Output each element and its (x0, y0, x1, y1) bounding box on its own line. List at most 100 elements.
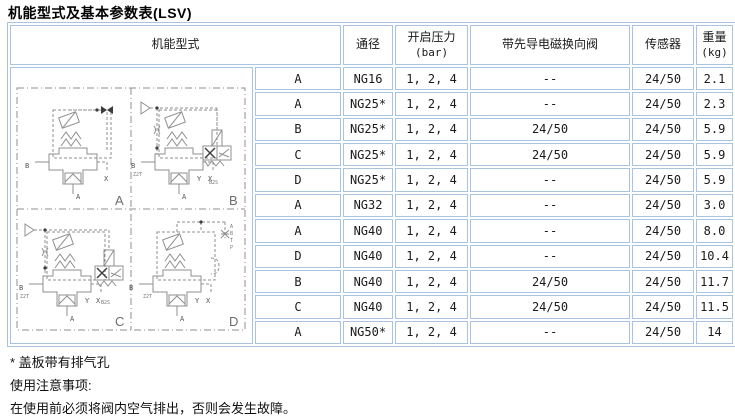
cell-sensor: 24/50 (632, 244, 695, 268)
pilot-valve-tag: B2S (209, 180, 218, 186)
cell-pressure: 1, 2, 4 (395, 92, 469, 116)
header-diameter: 通径 (343, 25, 394, 65)
note-caution-body: 在使用前必须将阀内空气排出，否则会发生故障。 (10, 401, 297, 416)
d-port-a: A (230, 224, 233, 230)
diagram-label-c: C (115, 314, 124, 329)
cell-type: C (255, 143, 342, 167)
port-label-b: B (129, 284, 133, 292)
cell-pilot: -- (470, 92, 631, 116)
cell-weight: 11.7 (696, 269, 734, 294)
cell-pilot: -- (470, 168, 631, 192)
port-label-a: A (180, 315, 185, 323)
cell-diameter: NG50* (343, 320, 394, 344)
diagram-variant-a: B A X A (25, 106, 124, 208)
cell-sensor: 24/50 (632, 219, 695, 243)
cell-type: B (255, 269, 342, 294)
pilot-valve-tag: B2S (101, 300, 110, 306)
cell-sensor: 24/50 (632, 117, 695, 142)
cell-weight: 5.9 (696, 168, 734, 192)
cell-diameter: NG25* (343, 143, 394, 167)
table-row: B NG40 1, 2, 4 24/50 24/50 11.7 (10, 269, 734, 294)
d-port-b: B (230, 231, 233, 237)
diagram-variant-d: A B T P B A Y X Z2T D (129, 220, 238, 329)
port-label-x: X (208, 175, 213, 183)
diagram-label-b: B (229, 193, 238, 208)
cell-pressure: 1, 2, 4 (395, 67, 469, 91)
cell-sensor: 24/50 (632, 193, 695, 218)
cell-diameter: NG25* (343, 92, 394, 116)
table-row: A NG40 1, 2, 4 -- 24/50 8.0 (10, 219, 734, 243)
diagram-label-a: A (115, 193, 124, 208)
footnotes: * 盖板带有排气孔 使用注意事项: 在使用前必须将阀内空气排出，否则会发生故障。 (10, 351, 296, 420)
cell-sensor: 24/50 (632, 168, 695, 192)
cell-pilot: -- (470, 320, 631, 344)
cell-type: D (255, 168, 342, 192)
cell-type: B (255, 117, 342, 142)
cell-type: A (255, 67, 342, 91)
cell-diameter: NG40 (343, 244, 394, 268)
cell-pressure: 1, 2, 4 (395, 193, 469, 218)
cell-pilot: 24/50 (470, 295, 631, 319)
cell-diameter: NG40 (343, 295, 394, 319)
header-row: 机能型式 通径 开启压力 (bar) 带先导电磁换向阀 传感器 重量 (kg) (10, 25, 734, 65)
header-opening-pressure: 开启压力 (bar) (395, 25, 469, 65)
cell-weight: 3.0 (696, 193, 734, 218)
cell-pressure: 1, 2, 4 (395, 117, 469, 142)
port-label-a: A (70, 315, 75, 323)
note-caution-title: 使用注意事项: (10, 378, 92, 393)
table-row: D NG25* 1, 2, 4 -- 24/50 5.9 (10, 168, 734, 192)
cell-pilot: -- (470, 193, 631, 218)
cell-pressure: 1, 2, 4 (395, 143, 469, 167)
cell-sensor: 24/50 (632, 320, 695, 344)
cell-pilot: 24/50 (470, 117, 631, 142)
cell-diameter: NG25* (343, 117, 394, 142)
cell-diameter: NG25* (343, 168, 394, 192)
cell-type: A (255, 92, 342, 116)
port-label-a: A (182, 193, 187, 201)
port-label-y: Y (85, 297, 90, 305)
cell-pilot: -- (470, 219, 631, 243)
cell-type: C (255, 295, 342, 319)
cell-pilot: -- (470, 67, 631, 91)
port-label-b: B (19, 284, 23, 292)
diagram-label-d: D (229, 314, 238, 329)
cell-pilot: -- (470, 244, 631, 268)
table-row: B NG25* 1, 2, 4 24/50 24/50 5.9 (10, 117, 734, 142)
cell-sensor: 24/50 (632, 92, 695, 116)
cell-diameter: NG40 (343, 269, 394, 294)
drain-tag: Z2T (20, 294, 29, 300)
cell-diameter: NG40 (343, 219, 394, 243)
cell-pressure: 1, 2, 4 (395, 219, 469, 243)
table-row: B A X A B2S B A Y (10, 67, 734, 344)
header-pilot-valve: 带先导电磁换向阀 (470, 25, 631, 65)
cell-weight: 11.5 (696, 295, 734, 319)
table-row: D NG40 1, 2, 4 -- 24/50 10.4 (10, 244, 734, 268)
cell-sensor: 24/50 (632, 143, 695, 167)
table-row: A NG25* 1, 2, 4 -- 24/50 2.3 (10, 92, 734, 116)
cell-weight: 2.3 (696, 92, 734, 116)
port-label-x: X (96, 297, 101, 305)
cell-pressure: 1, 2, 4 (395, 295, 469, 319)
d-port-p: P (230, 245, 233, 251)
cell-pressure: 1, 2, 4 (395, 320, 469, 344)
header-opening-pressure-unit: (bar) (414, 45, 449, 59)
port-label-b: B (131, 162, 135, 170)
table-row: A NG32 1, 2, 4 -- 24/50 3.0 (10, 193, 734, 218)
header-weight-line1: 重量 (702, 30, 727, 45)
cell-type: A (255, 193, 342, 218)
cell-sensor: 24/50 (632, 295, 695, 319)
port-label-x: X (206, 297, 211, 305)
spec-table: 机能型式 通径 开启压力 (bar) 带先导电磁换向阀 传感器 重量 (kg) (7, 22, 735, 347)
table-row: A NG50* 1, 2, 4 -- 24/50 14 (10, 320, 734, 344)
cell-sensor: 24/50 (632, 67, 695, 91)
cell-pilot: 24/50 (470, 143, 631, 167)
cell-pressure: 1, 2, 4 (395, 244, 469, 268)
header-weight-unit: (kg) (701, 45, 728, 59)
port-label-y: Y (197, 175, 202, 183)
cell-pilot: 24/50 (470, 269, 631, 294)
header-function-type: 机能型式 (10, 25, 342, 65)
cell-weight: 10.4 (696, 244, 734, 268)
cell-weight: 8.0 (696, 219, 734, 243)
table-row: C NG25* 1, 2, 4 24/50 24/50 5.9 (10, 143, 734, 167)
cell-type: A (255, 219, 342, 243)
